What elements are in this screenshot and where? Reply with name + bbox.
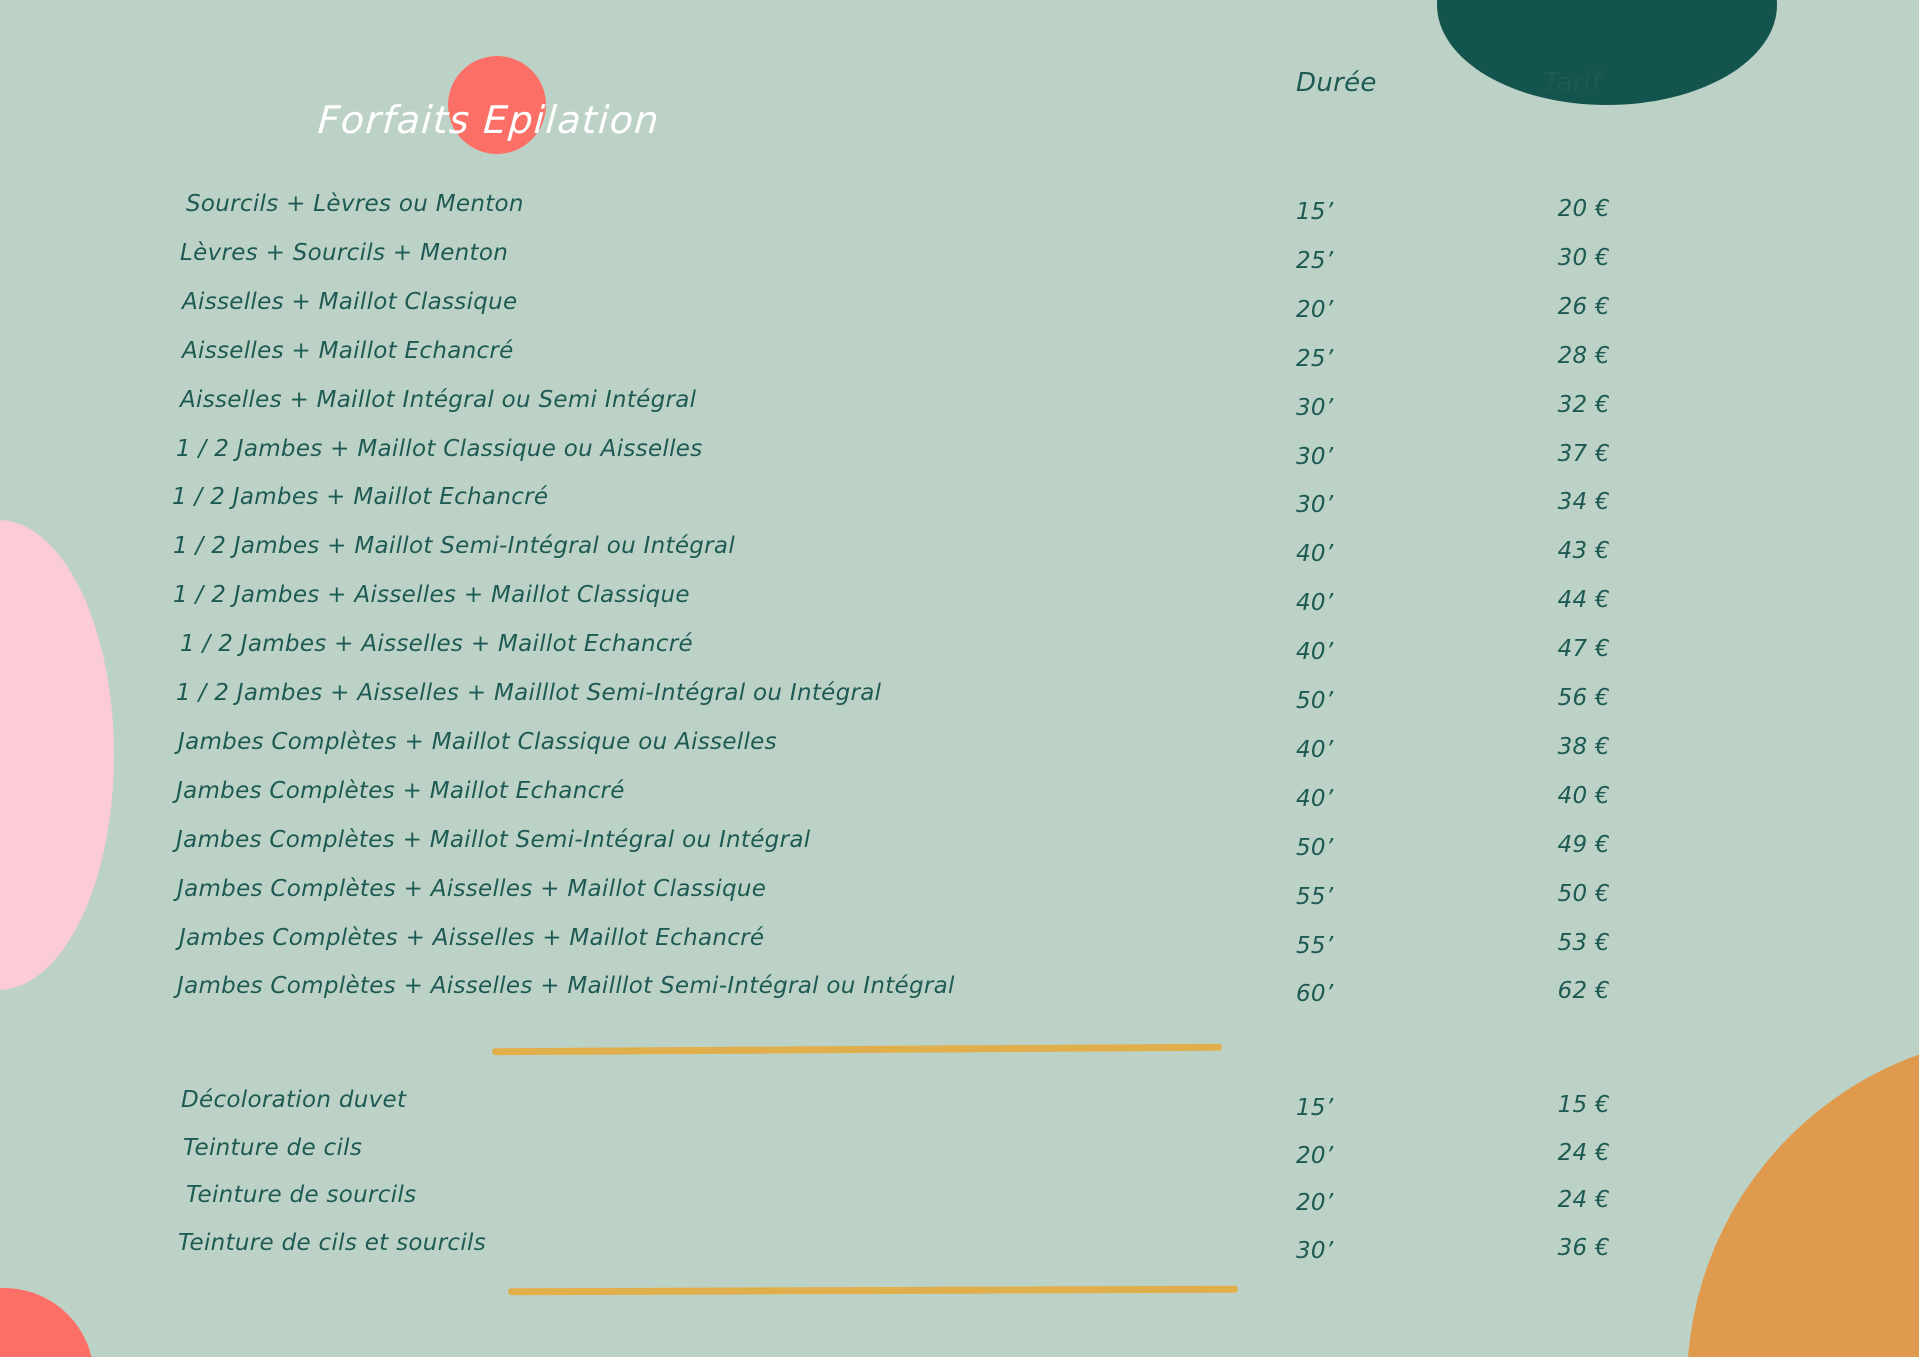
service-duration: 20’ (1296, 1190, 1334, 1216)
table-row: Aisselles + Maillot Intégral ou Semi Int… (0, 385, 1919, 434)
service-duration: 15’ (1296, 199, 1334, 225)
service-name: Jambes Complètes + Aisselles + Maillot C… (177, 875, 767, 902)
service-name: Lèvres + Sourcils + Menton (180, 239, 509, 266)
service-price: 43 € (1557, 538, 1610, 565)
brush-divider-lower-icon (507, 1285, 1239, 1296)
service-duration: 25’ (1296, 247, 1334, 274)
service-name: 1 / 2 Jambes + Aisselles + Maillot Echan… (180, 631, 693, 658)
service-duration: 40’ (1296, 590, 1334, 617)
service-price: 28 € (1557, 342, 1610, 369)
service-duration: 50’ (1296, 688, 1334, 714)
table-row: Jambes Complètes + Maillot Semi-Intégral… (0, 825, 1919, 874)
service-price: 47 € (1557, 636, 1610, 663)
service-price: 34 € (1557, 489, 1610, 516)
service-duration: 40’ (1296, 639, 1334, 666)
table-row: Teinture de cils 20’ 24 € (0, 1133, 1919, 1182)
service-name: Sourcils + Lèvres ou Menton (186, 191, 524, 217)
table-row: Lèvres + Sourcils + Menton 25’ 30 € (0, 238, 1919, 287)
service-duration: 40’ (1296, 785, 1334, 812)
service-duration: 30’ (1296, 492, 1334, 519)
table-row: Aisselles + Maillot Classique 20’ 26 € (0, 287, 1919, 336)
circle-coral-title-icon (448, 56, 546, 154)
service-duration: 60’ (1296, 981, 1334, 1008)
service-name: Jambes Complètes + Aisselles + Maillot E… (179, 924, 765, 951)
page-title: Forfaits Epilation (316, 98, 662, 142)
service-name: Jambes Complètes + Aisselles + Mailllot … (177, 973, 955, 1000)
column-header-price: Tarif (1543, 68, 1601, 98)
service-price: 38 € (1557, 733, 1610, 760)
service-duration: 15’ (1296, 1095, 1334, 1121)
circle-teal-top-right-icon (1437, 0, 1777, 105)
service-name: 1 / 2 Jambes + Maillot Semi-Intégral ou … (173, 533, 736, 560)
service-duration: 40’ (1296, 736, 1334, 763)
table-row: 1 / 2 Jambes + Aisselles + Mailllot Semi… (0, 678, 1919, 727)
service-name: Aisselles + Maillot Classique (182, 288, 518, 315)
service-price: 24 € (1557, 1187, 1610, 1213)
service-name: Aisselles + Maillot Intégral ou Semi Int… (180, 386, 697, 413)
service-price: 32 € (1557, 391, 1610, 418)
service-price: 24 € (1557, 1139, 1610, 1166)
service-price: 20 € (1557, 196, 1610, 222)
service-name: Aisselles + Maillot Echancré (182, 337, 514, 364)
service-duration: 50’ (1296, 834, 1334, 861)
service-name: Teinture de cils et sourcils (178, 1229, 486, 1256)
service-duration: 30’ (1296, 394, 1334, 421)
table-row: Jambes Complètes + Aisselles + Maillot E… (0, 923, 1919, 972)
service-price: 40 € (1557, 782, 1610, 809)
service-price: 62 € (1557, 978, 1610, 1005)
service-price: 30 € (1557, 244, 1610, 271)
service-name: 1 / 2 Jambes + Maillot Classique ou Aiss… (176, 435, 703, 462)
service-name: Jambes Complètes + Maillot Semi-Intégral… (176, 826, 811, 853)
service-duration: 20’ (1296, 1142, 1334, 1169)
service-price: 53 € (1557, 929, 1610, 956)
service-name: Jambes Complètes + Maillot Classique ou … (178, 728, 777, 755)
service-duration: 40’ (1296, 541, 1334, 568)
table-row: 1 / 2 Jambes + Maillot Classique ou Aiss… (0, 434, 1919, 483)
service-name: Jambes Complètes + Maillot Echancré (176, 777, 625, 804)
table-row: Jambes Complètes + Aisselles + Mailllot … (0, 971, 1919, 1020)
table-row: Teinture de sourcils 20’ 24 € (0, 1180, 1919, 1229)
brush-divider-upper-icon (491, 1043, 1223, 1056)
circle-coral-bottom-left-icon (0, 1288, 94, 1357)
service-price: 56 € (1557, 685, 1610, 711)
service-duration: 25’ (1296, 345, 1334, 372)
service-duration: 55’ (1296, 932, 1334, 959)
service-name: 1 / 2 Jambes + Aisselles + Mailllot Semi… (176, 680, 882, 706)
service-price: 26 € (1557, 293, 1610, 320)
table-row: Aisselles + Maillot Echancré 25’ 28 € (0, 336, 1919, 385)
service-duration: 30’ (1296, 443, 1334, 470)
service-name: 1 / 2 Jambes + Maillot Echancré (172, 484, 549, 511)
service-duration: 20’ (1296, 296, 1334, 323)
table-row: 1 / 2 Jambes + Aisselles + Maillot Class… (0, 580, 1919, 629)
table-row: Jambes Complètes + Aisselles + Maillot C… (0, 874, 1919, 923)
service-price: 37 € (1557, 440, 1610, 467)
column-header-duration: Durée (1296, 68, 1377, 98)
service-duration: 55’ (1296, 883, 1334, 910)
service-name: Teinture de sourcils (186, 1182, 417, 1208)
service-name: Teinture de cils (183, 1134, 363, 1161)
service-name: Décoloration duvet (181, 1087, 407, 1113)
table-row: Sourcils + Lèvres ou Menton 15’ 20 € (0, 189, 1919, 238)
table-row: Jambes Complètes + Maillot Classique ou … (0, 727, 1919, 776)
table-row: 1 / 2 Jambes + Maillot Semi-Intégral ou … (0, 531, 1919, 580)
service-price: 44 € (1557, 587, 1610, 614)
table-row: Teinture de cils et sourcils 30’ 36 € (0, 1228, 1919, 1277)
service-duration: 30’ (1296, 1237, 1334, 1264)
service-name: 1 / 2 Jambes + Aisselles + Maillot Class… (173, 582, 690, 609)
service-price: 50 € (1557, 880, 1610, 907)
service-price: 49 € (1557, 831, 1610, 858)
table-row: Décoloration duvet 15’ 15 € (0, 1085, 1919, 1134)
table-row: 1 / 2 Jambes + Aisselles + Maillot Echan… (0, 629, 1919, 678)
service-price: 36 € (1557, 1234, 1610, 1261)
service-price: 15 € (1557, 1092, 1610, 1118)
table-row: 1 / 2 Jambes + Maillot Echancré 30’ 34 € (0, 482, 1919, 531)
table-row: Jambes Complètes + Maillot Echancré 40’ 40… (0, 776, 1919, 825)
